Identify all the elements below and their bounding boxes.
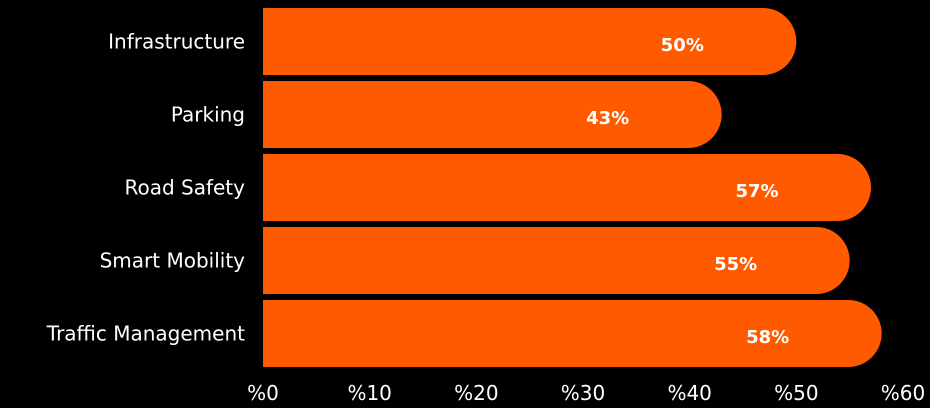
value-label-smart-mobility: 55% (714, 254, 757, 275)
x-tick-label-60: %60 (881, 381, 925, 404)
category-label-smart-mobility: Smart Mobility (100, 249, 246, 273)
bar-road-safety (263, 154, 871, 221)
x-tick-label-0: %0 (247, 381, 279, 404)
category-label-road-safety: Road Safety (124, 176, 245, 200)
value-label-infrastructure: 50% (661, 35, 704, 56)
x-tick-label-10: %10 (347, 381, 391, 404)
category-label-parking: Parking (171, 103, 245, 127)
value-label-traffic-management: 58% (746, 327, 789, 348)
bar-infrastructure (263, 8, 797, 75)
value-labels-layer: 50% 43% 57% 55% 58% (586, 35, 789, 348)
x-tick-label-50: %50 (774, 381, 818, 404)
value-label-road-safety: 57% (735, 181, 778, 202)
x-tick-label-40: %40 (667, 381, 711, 404)
bar-parking (263, 81, 722, 148)
category-label-infrastructure: Infrastructure (108, 30, 245, 54)
x-axis: %0 %10 %20 %30 %40 %50 %60 (247, 381, 925, 405)
value-label-parking: 43% (586, 108, 629, 129)
bar-smart-mobility (263, 227, 850, 294)
bars-layer (263, 8, 882, 367)
bar-traffic-management (263, 300, 882, 367)
category-label-traffic-management: Traffic Management (46, 322, 245, 346)
x-tick-label-30: %30 (561, 381, 605, 404)
category-labels-layer: Infrastructure Parking Road Safety Smart Mo… (46, 30, 245, 346)
x-tick-label-20: %20 (454, 381, 498, 404)
